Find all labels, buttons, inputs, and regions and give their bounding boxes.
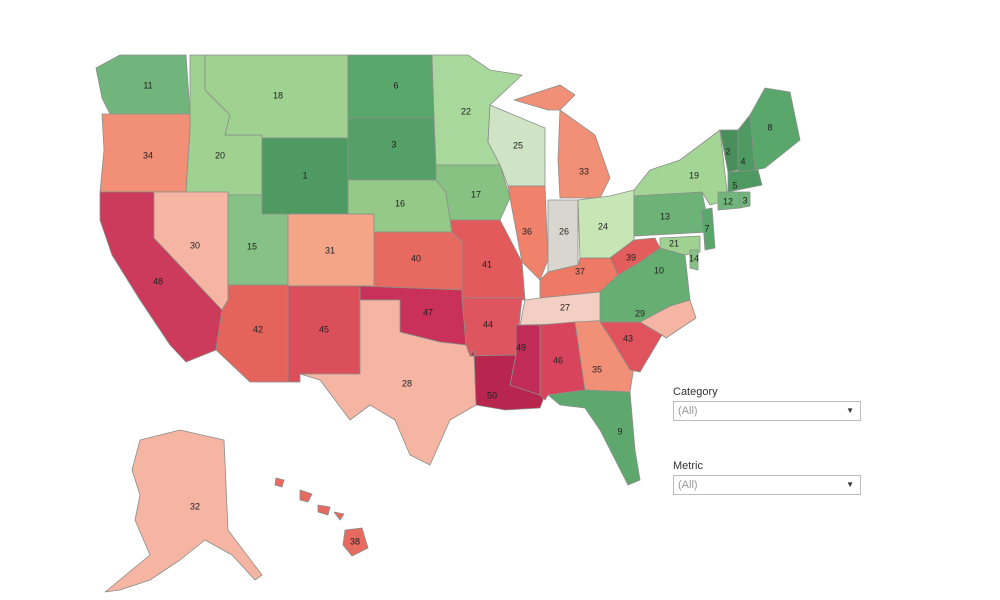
state-fl[interactable] <box>547 389 641 486</box>
state-nj[interactable] <box>701 207 716 251</box>
state-ri[interactable] <box>739 191 751 209</box>
state-label-ct: 12 <box>723 196 733 206</box>
state-nd[interactable] <box>347 54 435 119</box>
category-dropdown-value: (All) <box>678 405 698 417</box>
labels-layer: 11 34 48 20 30 18 1 15 42 31 45 6 3 16 4… <box>143 80 773 546</box>
category-filter: Category (All) ▼ <box>673 386 863 421</box>
state-label-ia: 17 <box>471 189 481 199</box>
state-label-wi: 25 <box>513 140 523 150</box>
state-label-oh: 24 <box>598 221 608 231</box>
metric-filter-label: Metric <box>673 460 703 472</box>
state-label-ri: 3 <box>742 195 747 205</box>
state-label-tn: 27 <box>560 302 570 312</box>
state-label-ne: 16 <box>395 198 405 208</box>
state-me[interactable] <box>749 87 801 171</box>
state-label-nm: 45 <box>319 324 329 334</box>
metric-dropdown-value: (All) <box>678 479 698 491</box>
state-label-ma: 5 <box>732 180 737 190</box>
caret-down-icon: ▼ <box>846 406 854 415</box>
state-label-ca: 48 <box>153 276 163 286</box>
state-label-az: 42 <box>253 324 263 334</box>
state-label-wy: 1 <box>302 170 307 180</box>
state-label-in: 26 <box>559 226 569 236</box>
state-label-me: 8 <box>767 122 772 132</box>
category-filter-label: Category <box>673 386 718 398</box>
state-label-hi: 38 <box>350 536 360 546</box>
state-label-id: 20 <box>215 150 225 160</box>
caret-down-icon: ▼ <box>846 480 854 489</box>
state-label-nv: 30 <box>190 240 200 250</box>
state-label-mt: 18 <box>273 90 283 100</box>
states-layer <box>95 54 801 593</box>
state-ma[interactable] <box>727 169 763 193</box>
state-label-or: 34 <box>143 150 153 160</box>
state-label-ny: 19 <box>689 170 699 180</box>
state-ms[interactable] <box>509 324 541 396</box>
state-label-nj: 7 <box>704 223 709 233</box>
state-label-al: 46 <box>553 355 563 365</box>
metric-filter: Metric (All) ▼ <box>673 460 863 495</box>
state-label-nc: 29 <box>635 308 645 318</box>
state-label-ks: 40 <box>411 253 421 263</box>
state-label-sc: 43 <box>623 333 633 343</box>
state-label-md: 21 <box>669 238 679 248</box>
state-label-co: 31 <box>325 245 335 255</box>
state-label-wv: 39 <box>626 252 636 262</box>
state-hi[interactable] <box>274 477 369 557</box>
state-label-ok: 47 <box>423 307 433 317</box>
state-label-il: 36 <box>522 226 532 236</box>
state-label-de: 14 <box>689 253 699 263</box>
state-label-ut: 15 <box>247 241 257 251</box>
state-label-va: 10 <box>654 265 664 275</box>
state-label-ky: 37 <box>575 266 585 276</box>
state-label-ms: 49 <box>516 342 526 352</box>
state-label-la: 50 <box>487 390 497 400</box>
state-label-vt: 2 <box>725 146 730 156</box>
state-label-mi: 33 <box>579 166 589 176</box>
state-pa[interactable] <box>633 191 711 237</box>
state-label-mn: 22 <box>461 106 471 116</box>
state-label-tx: 28 <box>402 378 412 388</box>
category-dropdown[interactable]: (All) ▼ <box>673 401 861 421</box>
state-label-mo: 41 <box>482 259 492 269</box>
state-label-fl: 9 <box>617 426 622 436</box>
state-tx[interactable] <box>299 299 477 466</box>
state-ak[interactable] <box>104 429 263 593</box>
state-label-nh: 4 <box>740 156 745 166</box>
state-label-ga: 35 <box>592 364 602 374</box>
metric-dropdown[interactable]: (All) ▼ <box>673 475 861 495</box>
state-de[interactable] <box>689 249 699 271</box>
state-label-wa: 11 <box>143 80 152 90</box>
state-label-nd: 6 <box>393 80 398 90</box>
state-label-ar: 44 <box>483 319 493 329</box>
state-label-ak: 32 <box>190 501 200 511</box>
state-label-sd: 3 <box>391 139 396 149</box>
state-label-pa: 13 <box>660 211 670 221</box>
